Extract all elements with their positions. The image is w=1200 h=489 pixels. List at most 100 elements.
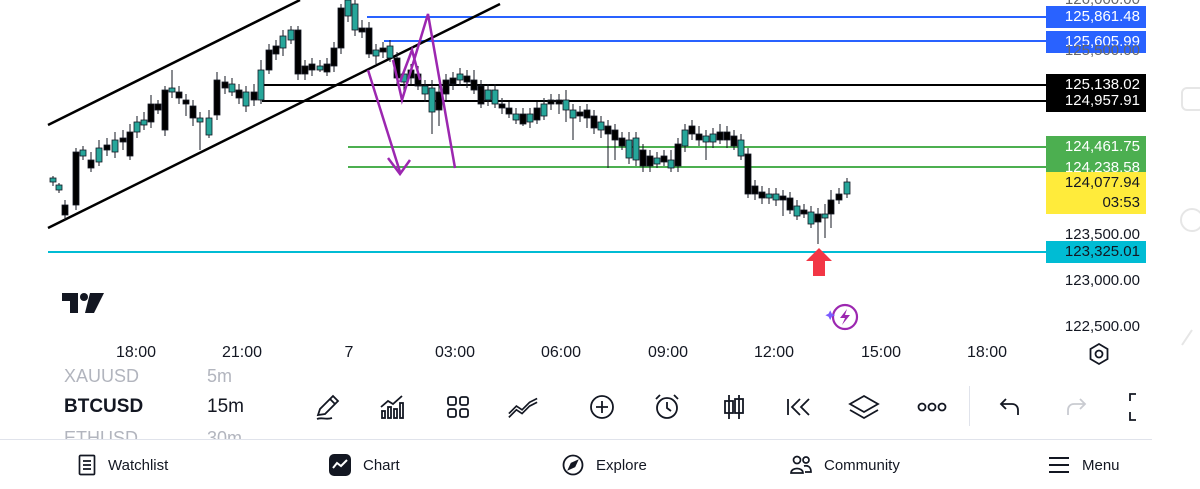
candle [519, 113, 527, 125]
candle [161, 89, 169, 131]
candle [72, 151, 80, 206]
menu-icon [1049, 457, 1069, 473]
undo-icon[interactable] [994, 392, 1026, 422]
purple-arrow-1-head [387, 157, 412, 177]
candle [301, 65, 309, 75]
candle [442, 79, 450, 95]
candle [221, 81, 229, 89]
candle [449, 77, 457, 85]
candle [737, 139, 745, 157]
candle [779, 195, 787, 201]
time-axis-label: 03:00 [434, 344, 476, 361]
nav-menu[interactable]: Menu [1048, 452, 1120, 478]
compare-icon[interactable] [507, 392, 539, 422]
candle [87, 159, 95, 169]
candle [821, 213, 829, 219]
candle [491, 89, 499, 105]
more-icon[interactable] [916, 392, 948, 422]
price-tick: 122,500.00 [1064, 318, 1140, 335]
candle [604, 125, 612, 135]
add-icon[interactable] [586, 392, 618, 422]
alarm-icon[interactable] [651, 392, 683, 422]
candle [498, 103, 506, 109]
indicators-icon[interactable] [376, 392, 408, 422]
price-tick: 126,000.00 [1046, 0, 1146, 8]
candle [372, 49, 380, 57]
nav-chart-label: Chart [363, 456, 400, 474]
candle [386, 45, 394, 59]
candle [569, 109, 577, 119]
candle [344, 0, 352, 17]
pencil-icon[interactable] [312, 392, 344, 422]
symbol-previous[interactable]: XAUUSD 5m [64, 366, 233, 386]
candle [786, 197, 794, 211]
candle [547, 99, 555, 105]
candle [228, 83, 236, 93]
candle [807, 211, 815, 225]
candle [463, 75, 471, 83]
price-tick: 123,000.00 [1064, 272, 1140, 289]
channel-upper-line [47, 0, 301, 127]
tradingview-logo [62, 293, 104, 313]
candle [512, 113, 520, 121]
candle [730, 135, 738, 147]
candle [597, 121, 605, 131]
candle [827, 199, 835, 215]
nav-community[interactable]: Community [790, 452, 900, 478]
candle [330, 47, 338, 67]
candle [126, 131, 134, 157]
time-axis-label: 7 [344, 344, 354, 361]
nav-watchlist[interactable]: Watchlist [78, 452, 168, 478]
redo-icon[interactable] [1060, 392, 1092, 422]
chart-area[interactable]: 125,861.48 125,605.99 125,138.02 124,957.91… [0, 0, 1200, 372]
candle [618, 137, 626, 147]
price-tag: 124,461.75 [1046, 136, 1146, 158]
time-axis-label: 06:00 [540, 344, 582, 361]
candle [835, 193, 843, 201]
chart-icon [329, 454, 351, 476]
candle [379, 47, 387, 53]
candle [250, 91, 258, 101]
candle [257, 69, 265, 101]
price-tick: 123,500.00 [1064, 226, 1140, 243]
fullscreen-icon[interactable] [1122, 392, 1154, 422]
watchlist-icon [78, 454, 96, 476]
symbol-name[interactable]: BTCUSD [64, 396, 144, 417]
nav-chart[interactable]: Chart [329, 452, 400, 478]
candle [758, 191, 766, 199]
replay-icon[interactable] [782, 392, 814, 422]
price-tag: 124,077.94 [1046, 172, 1146, 194]
candle [723, 131, 731, 141]
candle [751, 185, 759, 195]
candle [294, 29, 302, 75]
interval-selector[interactable]: 15m [207, 396, 244, 417]
candle [365, 27, 373, 55]
candle [674, 143, 682, 167]
candle [590, 115, 598, 129]
candle [55, 184, 63, 191]
candle [646, 155, 654, 167]
time-axis-label: 18:00 [115, 344, 157, 361]
chart-canvas[interactable] [0, 0, 1200, 372]
templates-icon[interactable] [442, 392, 474, 422]
chart-settings-icon[interactable] [1087, 342, 1111, 366]
time-axis-label: 12:00 [753, 344, 795, 361]
price-tag: 125,605.99 [1046, 31, 1146, 53]
candle [716, 131, 724, 141]
assistant-lightning-icon[interactable] [825, 302, 861, 332]
bottom-navigation: Watchlist Chart Explore Community Menu [0, 439, 1200, 489]
layers-icon[interactable] [848, 392, 880, 422]
candle [653, 157, 661, 165]
candle [154, 103, 162, 111]
candle [702, 135, 710, 143]
community-icon [790, 455, 812, 474]
nav-explore[interactable]: Explore [562, 452, 647, 478]
candle [772, 193, 780, 201]
candle [744, 153, 752, 195]
candle-type-icon[interactable] [718, 392, 750, 422]
candle [533, 107, 541, 121]
candle [265, 49, 273, 71]
candle [695, 133, 703, 141]
candle [279, 35, 287, 49]
